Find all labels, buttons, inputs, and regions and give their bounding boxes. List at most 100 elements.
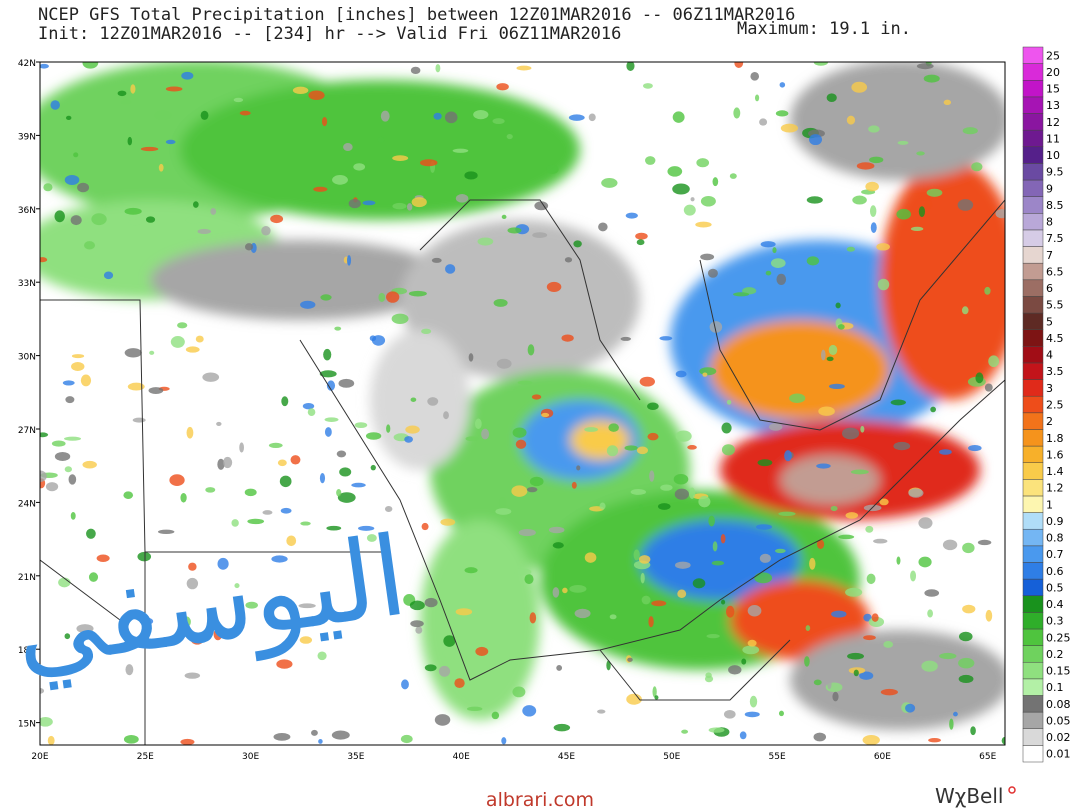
- precip-cell: [181, 71, 194, 80]
- precip-cell: [80, 374, 92, 387]
- precip-cell: [245, 243, 254, 251]
- precip-cell: [117, 90, 127, 97]
- precip-cell: [633, 549, 640, 561]
- precip-cell: [495, 508, 512, 515]
- precip-cell: [64, 174, 80, 185]
- precip-cell: [804, 656, 810, 667]
- precip-cell: [64, 633, 71, 640]
- precip-cell: [642, 83, 653, 89]
- precip-cell: [529, 476, 544, 487]
- precip-cell: [659, 336, 673, 341]
- precip-cell: [421, 328, 432, 335]
- precip-cell: [896, 556, 901, 565]
- precip-cell: [464, 567, 478, 574]
- precip-cell: [532, 232, 548, 239]
- precip-cell: [452, 148, 469, 153]
- precip-cell: [775, 110, 789, 117]
- precip-cell: [434, 714, 451, 726]
- precip-cell: [506, 133, 513, 140]
- precip-cell: [320, 294, 332, 301]
- precip-cell: [170, 335, 185, 348]
- precip-cell: [859, 671, 874, 680]
- precip-cell: [358, 525, 375, 531]
- legend-swatch: [1022, 63, 1044, 81]
- legend-label: 0.9: [1046, 515, 1064, 528]
- precip-cell: [638, 555, 651, 564]
- precip-cell: [863, 635, 876, 641]
- precip-cell: [366, 534, 377, 542]
- precip-cell: [336, 450, 347, 458]
- precip-cell: [845, 587, 863, 597]
- precip-cell: [606, 660, 611, 671]
- precip-cell: [571, 481, 577, 489]
- lat-label: 24N: [18, 499, 36, 509]
- legend-swatch: [1022, 262, 1044, 281]
- precip-cell: [64, 436, 82, 441]
- precip-cell: [82, 62, 99, 69]
- legend-swatch: [1022, 296, 1044, 314]
- precip-cell: [806, 196, 823, 204]
- precip-cell: [584, 552, 597, 563]
- lat-label: 36N: [18, 206, 36, 216]
- legend-label: 0.4: [1046, 598, 1064, 611]
- precip-cell: [734, 62, 744, 68]
- precip-cell: [88, 572, 99, 582]
- precip-cell: [438, 665, 451, 677]
- title: NCEP GFS Total Precipitation [inches] be…: [38, 5, 796, 25]
- precip-cell: [473, 110, 489, 120]
- site: albrari.com: [486, 789, 594, 810]
- precip-cell: [70, 215, 82, 226]
- precip-cell: [974, 119, 979, 127]
- legend-swatch: [1022, 196, 1044, 214]
- precip-cell: [905, 703, 916, 713]
- precip-cell: [468, 353, 474, 362]
- lat-label: 30N: [18, 353, 36, 363]
- precip-cell: [137, 551, 152, 562]
- precip-cell: [638, 503, 644, 516]
- precip-cell: [640, 572, 645, 584]
- precip-cell: [281, 396, 289, 407]
- legend-swatch: [1022, 213, 1044, 231]
- precip-cell: [231, 519, 239, 527]
- precip-cell: [704, 675, 714, 683]
- precip-cell: [835, 302, 841, 309]
- precip-cell: [86, 528, 96, 539]
- lon-label: 25E: [137, 752, 154, 762]
- precip-cell: [277, 459, 287, 467]
- precip-cell: [778, 710, 784, 717]
- precip-cell: [916, 151, 925, 156]
- legend-label: 13: [1046, 99, 1060, 112]
- precip-cell: [564, 257, 573, 263]
- precip-cell: [200, 110, 209, 120]
- lat-label: 27N: [18, 426, 36, 436]
- precip-cell: [307, 408, 316, 417]
- precip-cell: [689, 487, 696, 499]
- precip-cell: [443, 411, 449, 420]
- precip-cell: [869, 156, 884, 164]
- precip-cell: [830, 505, 838, 512]
- precip-cell: [588, 113, 596, 122]
- lon-label: 60E: [874, 752, 891, 762]
- legend-swatch: [1022, 445, 1044, 463]
- precip-cell: [866, 573, 876, 585]
- precip-cell: [626, 62, 635, 71]
- precip-cell: [386, 291, 400, 303]
- legend-swatch: [1022, 429, 1044, 447]
- precip-cell: [280, 507, 292, 514]
- precip-cell: [654, 695, 659, 700]
- precip-cell: [140, 146, 159, 152]
- precip-cell: [720, 534, 726, 544]
- precip-cell: [127, 382, 145, 391]
- lon-label: 55E: [769, 752, 786, 762]
- precip-cell: [865, 525, 874, 533]
- precip-cell: [862, 734, 880, 745]
- precip-cell: [337, 492, 356, 503]
- precip-cell: [725, 605, 735, 618]
- precip-cell: [584, 427, 599, 432]
- precip-cell: [636, 239, 645, 246]
- precip-cell: [276, 659, 293, 669]
- precip-cell: [648, 616, 654, 628]
- precip-cell: [181, 616, 191, 628]
- precip-cell: [233, 97, 244, 103]
- precip-cell: [754, 572, 773, 584]
